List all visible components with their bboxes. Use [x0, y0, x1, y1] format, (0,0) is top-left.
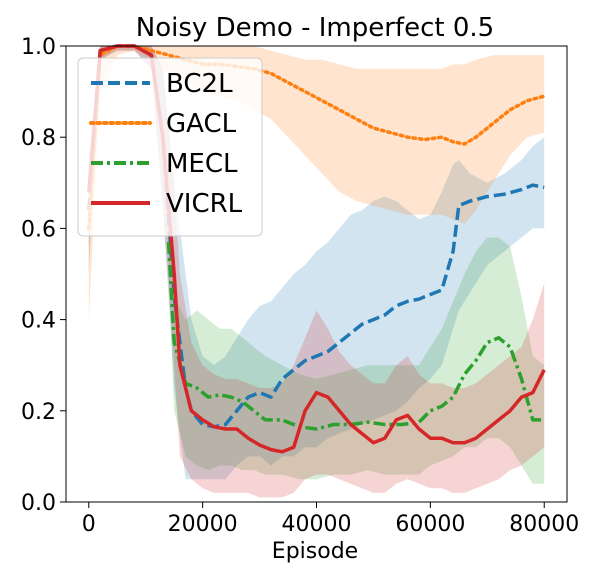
- x-axis-label: Episode: [272, 539, 358, 564]
- x-tick-label: 40000: [282, 512, 352, 537]
- bc2l-band: [88, 46, 545, 480]
- y-tick-label: 0.0: [21, 491, 56, 516]
- x-tick-label: 20000: [168, 512, 238, 537]
- y-axis: 0.0 0.2 0.4 0.6 0.8 1.0: [21, 35, 66, 516]
- mecl-line: [166, 242, 545, 431]
- y-tick-label: 1.0: [21, 35, 56, 60]
- vicrl-band: [88, 46, 545, 498]
- legend-label-vicrl: VICRL: [166, 189, 243, 219]
- mecl-band: [168, 228, 545, 484]
- legend-label-gacl: GACL: [166, 109, 237, 139]
- legend-label-bc2l: BC2L: [166, 69, 233, 99]
- gacl-band: [88, 46, 545, 320]
- gacl-line: [87, 44, 546, 231]
- y-tick-label: 0.2: [21, 400, 56, 425]
- y-tick-label: 0.6: [21, 217, 56, 242]
- x-tick-label: 0: [82, 512, 96, 537]
- vicrl-line: [87, 44, 546, 454]
- legend-box: [77, 57, 263, 237]
- series-lines: [87, 44, 546, 454]
- legend: BC2L GACL MECL VICRL: [77, 57, 263, 237]
- y-tick-label: 0.8: [21, 126, 56, 151]
- chart-title: Noisy Demo - Imperfect 0.5: [136, 13, 494, 43]
- x-axis: 0 20000 40000 60000 80000: [82, 502, 579, 537]
- x-tick-label: 80000: [509, 512, 579, 537]
- legend-label-mecl: MECL: [166, 149, 238, 179]
- y-tick-label: 0.4: [21, 309, 56, 334]
- x-tick-label: 60000: [395, 512, 465, 537]
- confidence-bands: [88, 46, 545, 498]
